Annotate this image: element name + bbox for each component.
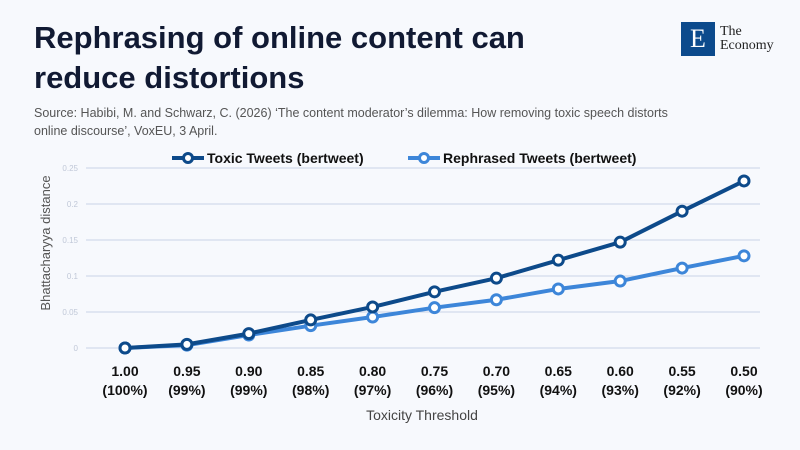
data-point xyxy=(675,204,689,218)
data-point xyxy=(489,293,503,307)
data-point xyxy=(366,300,380,314)
legend-label: Toxic Tweets (bertweet) xyxy=(207,150,364,166)
x-tick-sublabel: (94%) xyxy=(540,382,577,398)
logo-line2: Economy xyxy=(720,38,774,53)
x-tick-label: 0.65 xyxy=(545,363,572,379)
data-point xyxy=(551,253,565,267)
legend-marker xyxy=(182,152,194,164)
x-tick-label: 0.50 xyxy=(730,363,757,379)
y-tick-label: 0.15 xyxy=(62,236,78,245)
y-tick-label: 0.1 xyxy=(67,272,79,281)
y-axis-label: Bhattacharyya distance xyxy=(38,175,53,310)
legend-label: Rephrased Tweets (bertweet) xyxy=(443,150,636,166)
data-point xyxy=(242,327,256,341)
logo-mark: E xyxy=(681,22,715,56)
legend-marker xyxy=(418,152,430,164)
data-point xyxy=(118,341,132,355)
x-tick-label: 1.00 xyxy=(111,363,138,379)
data-point xyxy=(304,313,318,327)
logo-line1: The xyxy=(720,24,742,39)
x-tick-sublabel: (90%) xyxy=(725,382,762,398)
data-point xyxy=(613,235,627,249)
data-point xyxy=(737,249,751,263)
data-point xyxy=(551,282,565,296)
y-tick-label: 0.2 xyxy=(67,200,79,209)
data-point xyxy=(180,337,194,351)
x-tick-sublabel: (92%) xyxy=(663,382,700,398)
x-tick-label: 0.95 xyxy=(173,363,200,379)
chart-title: Rephrasing of online content can reduce … xyxy=(34,20,525,95)
x-tick-sublabel: (99%) xyxy=(168,382,205,398)
x-tick-sublabel: (97%) xyxy=(354,382,391,398)
data-point xyxy=(489,271,503,285)
y-tick-label: 0.25 xyxy=(62,164,78,173)
y-tick-label: 0 xyxy=(74,344,79,353)
y-tick-label: 0.05 xyxy=(62,308,78,317)
data-point xyxy=(428,301,441,315)
chart-source: Source: Habibi, M. and Schwarz, C. (2026… xyxy=(34,106,668,138)
x-axis-label: Toxicity Threshold xyxy=(366,407,478,423)
data-point xyxy=(737,174,751,188)
x-tick-label: 0.85 xyxy=(297,363,324,379)
data-point xyxy=(613,274,627,288)
x-tick-label: 0.70 xyxy=(483,363,510,379)
x-tick-label: 0.60 xyxy=(607,363,634,379)
x-tick-label: 0.90 xyxy=(235,363,262,379)
x-tick-label: 0.80 xyxy=(359,363,386,379)
logo: E The Economy xyxy=(681,22,774,56)
x-tick-sublabel: (95%) xyxy=(478,382,515,398)
x-tick-sublabel: (93%) xyxy=(602,382,639,398)
x-tick-label: 0.55 xyxy=(668,363,695,379)
data-point xyxy=(366,310,380,324)
x-tick-label: 0.75 xyxy=(421,363,448,379)
data-point xyxy=(675,261,689,275)
series-line xyxy=(124,179,745,350)
x-tick-sublabel: (98%) xyxy=(292,382,329,398)
x-tick-sublabel: (100%) xyxy=(102,382,147,398)
data-point xyxy=(428,285,441,299)
x-tick-sublabel: (99%) xyxy=(230,382,267,398)
x-tick-sublabel: (96%) xyxy=(416,382,453,398)
